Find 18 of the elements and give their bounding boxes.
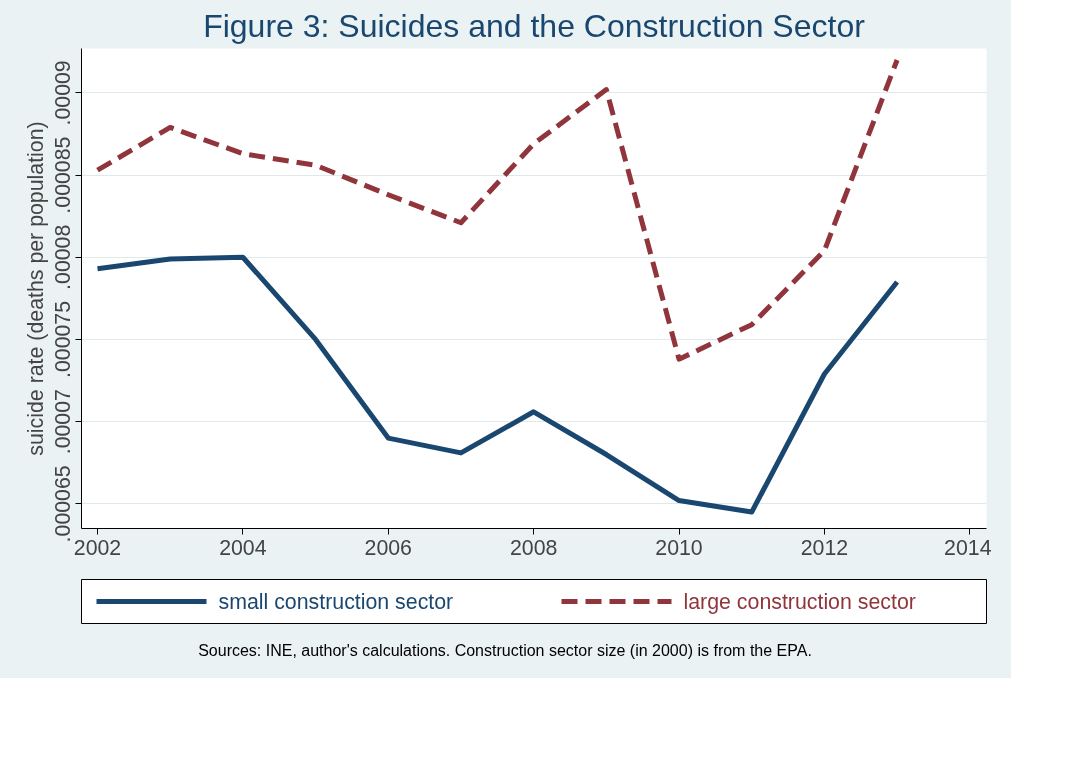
y-tick-label: .00007 [51, 389, 76, 455]
x-tick-label: 2010 [655, 535, 703, 560]
x-tick-label: 2006 [364, 535, 412, 560]
chart-title: Figure 3: Suicides and the Construction Sector [203, 7, 866, 44]
source-note: Sources: INE, author's calculations. Construction sector size (in 2000) is from the EPA. [198, 641, 812, 661]
y-tick-label: .000075 [51, 300, 76, 379]
x-tick-label: 2002 [73, 535, 122, 560]
x-tick-label: 2008 [509, 535, 558, 560]
x-tick-label: 2014 [944, 535, 992, 560]
x-tick-label: 2012 [800, 535, 849, 560]
text: large construction sector [683, 589, 916, 614]
text: small construction sector [218, 589, 454, 614]
y-axis-title: suicide rate (deaths per population) [23, 121, 48, 456]
y-tick-label: .00009 [51, 60, 76, 126]
x-tick-label: 2004 [219, 535, 267, 560]
y-tick-label: .00008 [51, 224, 76, 290]
y-tick-label: .000065 [51, 465, 76, 543]
y-tick-label: .000085 [51, 136, 76, 214]
